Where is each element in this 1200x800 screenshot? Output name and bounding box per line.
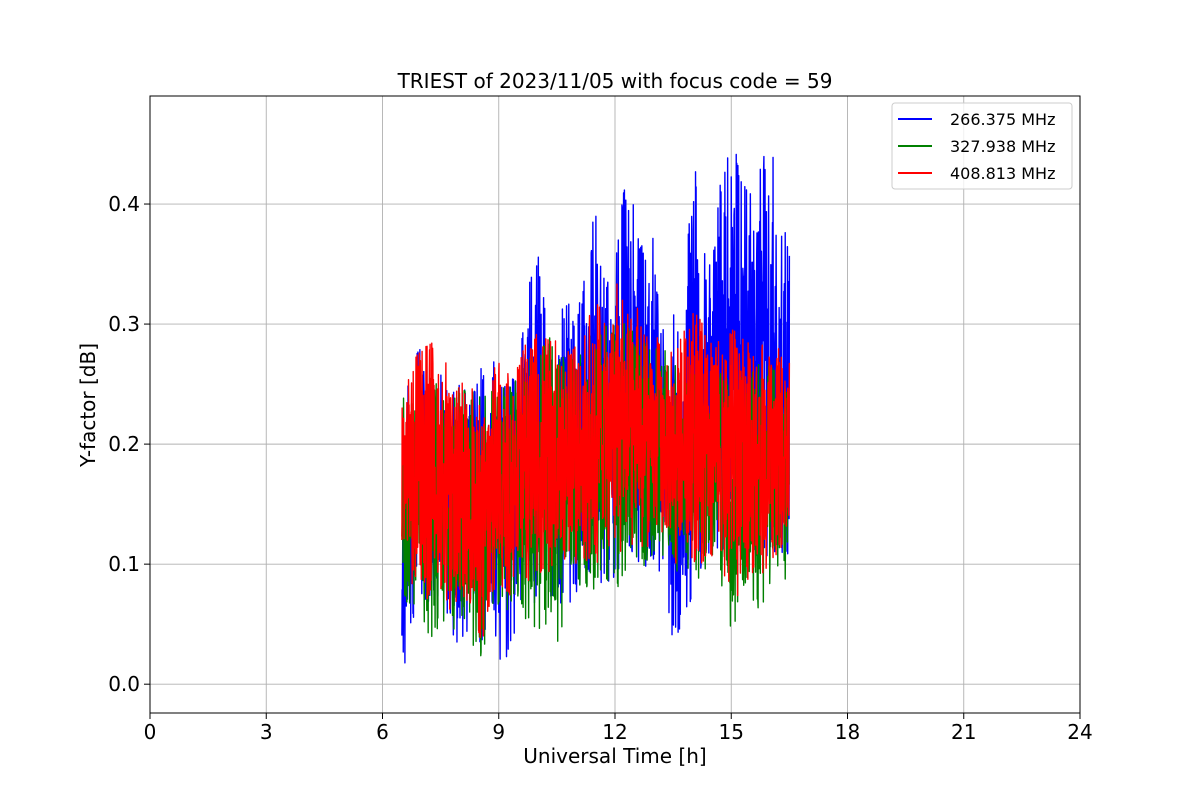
x-tick-label: 18	[835, 720, 860, 744]
legend-box	[891, 102, 1073, 190]
legend-label-2: 327.938 MHz	[950, 137, 1055, 156]
chart-title: TRIEST of 2023/11/05 with focus code = 5…	[397, 69, 833, 93]
x-tick-label: 0	[144, 720, 157, 744]
y-tick-label: 0.3	[108, 312, 140, 336]
x-tick-label: 15	[719, 720, 744, 744]
y-axis-title: Y-factor [dB]	[76, 343, 100, 468]
series-layer	[401, 153, 791, 664]
x-tick-label: 3	[260, 720, 273, 744]
y-axis: 0.0 0.1 0.2 0.3 0.4	[108, 192, 150, 696]
x-tick-label: 24	[1067, 720, 1092, 744]
x-axis-title: Universal Time [h]	[523, 744, 706, 768]
legend: 266.375 MHz 327.938 MHz 408.813 MHz	[891, 102, 1073, 190]
y-tick-label: 0.0	[108, 672, 140, 696]
legend-label-1: 266.375 MHz	[950, 110, 1055, 129]
x-tick-label: 9	[492, 720, 505, 744]
y-tick-label: 0.2	[108, 432, 140, 456]
series-line-3	[401, 283, 791, 639]
y-tick-label: 0.4	[108, 192, 140, 216]
plot-area	[149, 95, 1081, 714]
x-tick-label: 21	[951, 720, 976, 744]
x-tick-label: 6	[376, 720, 389, 744]
legend-label-3: 408.813 MHz	[950, 164, 1055, 183]
x-axis: 0 3 6 9 12 15 18 21 24	[144, 713, 1093, 744]
y-tick-label: 0.1	[108, 552, 140, 576]
x-tick-label: 12	[602, 720, 627, 744]
